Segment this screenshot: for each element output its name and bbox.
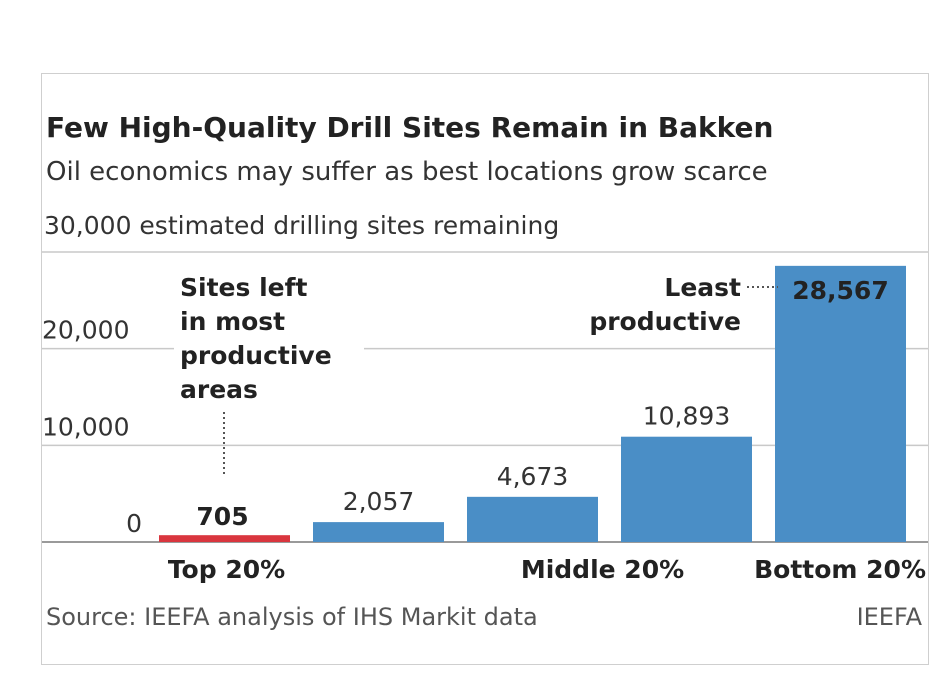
value-label: 4,673 [497, 462, 569, 491]
bar [467, 496, 598, 542]
y-axis-title: 30,000 estimated drilling sites remainin… [44, 211, 559, 240]
value-label: 2,057 [343, 487, 415, 516]
annotation-top-line2: in most [180, 307, 285, 336]
chart-card: Few High-Quality Drill Sites Remain in B… [41, 73, 929, 665]
source-note: Source: IEEFA analysis of IHS Markit dat… [46, 603, 538, 631]
annotation-top-line1: Sites left [180, 273, 307, 302]
value-label: 10,893 [643, 402, 730, 431]
bar [313, 522, 444, 542]
category-label: Bottom 20% [754, 555, 926, 584]
y-tick-label: 0 [126, 509, 142, 538]
y-tick-labels: 0 10,000 20,000 [42, 316, 142, 538]
annotation-top-line4: areas [180, 375, 258, 404]
value-label: 28,567 [792, 276, 888, 305]
annotation-least-line1: Least [664, 273, 741, 302]
chart-subtitle: Oil economics may suffer as best locatio… [46, 157, 768, 187]
annotation-top-bg [174, 277, 364, 409]
category-label: Middle 20% [521, 555, 684, 584]
bar-chart: Few High-Quality Drill Sites Remain in B… [42, 111, 928, 631]
annotation-least: Least productive [562, 270, 778, 340]
bar [775, 265, 906, 542]
value-label: 705 [196, 502, 248, 531]
chart-title: Few High-Quality Drill Sites Remain in B… [46, 111, 773, 144]
value-labels: 705 2,057 4,673 10,893 28,567 [196, 276, 888, 531]
bar [621, 436, 752, 542]
credit: IEEFA [857, 603, 923, 631]
bars [159, 265, 906, 542]
y-tick-label: 10,000 [42, 412, 129, 441]
annotation-least-bg [562, 270, 748, 340]
y-tick-label: 20,000 [42, 316, 129, 345]
annotation-top: Sites left in most productive areas [174, 273, 364, 476]
bar [159, 535, 290, 542]
category-labels: Top 20% Middle 20% Bottom 20% [168, 555, 926, 584]
annotation-least-line2: productive [589, 307, 741, 336]
annotation-top-line3: productive [180, 341, 332, 370]
category-label: Top 20% [168, 555, 285, 584]
